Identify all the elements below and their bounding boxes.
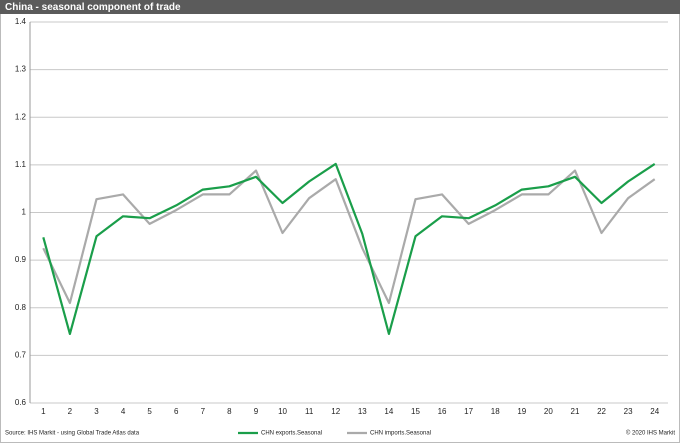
x-tick-label: 12	[331, 407, 340, 416]
series-line	[42, 162, 656, 335]
title-bar	[0, 0, 680, 14]
x-tick-label: 3	[94, 407, 99, 416]
y-tick-label: 1.2	[15, 112, 27, 121]
y-tick-label: 0.8	[15, 303, 27, 312]
x-tick-label: 5	[147, 407, 152, 416]
y-tick-label: 0.7	[15, 350, 27, 359]
y-tick-label: 1	[22, 208, 27, 217]
x-tick-label: 1	[41, 407, 46, 416]
y-tick-label: 1.1	[15, 160, 27, 169]
y-tick-label: 1.3	[15, 65, 27, 74]
chart-title: China - seasonal component of trade	[5, 2, 181, 13]
x-tick-label: 2	[68, 407, 73, 416]
y-tick-label: 0.9	[15, 255, 27, 264]
y-tick-label: 1.4	[15, 17, 27, 26]
x-tick-label: 16	[438, 407, 447, 416]
x-tick-label: 19	[517, 407, 526, 416]
x-tick-label: 7	[201, 407, 206, 416]
x-tick-label: 21	[571, 407, 580, 416]
x-tick-label: 20	[544, 407, 553, 416]
x-tick-label: 6	[174, 407, 179, 416]
x-tick-label: 10	[278, 407, 287, 416]
legend-label: CHN exports.Seasonal	[261, 431, 322, 437]
x-tick-label: 9	[254, 407, 259, 416]
x-tick-label: 4	[121, 407, 126, 416]
x-tick-label: 18	[491, 407, 500, 416]
copyright: © 2020 IHS Markit	[626, 430, 675, 437]
x-tick-label: 23	[624, 407, 633, 416]
x-tick-label: 11	[305, 407, 314, 416]
x-tick-label: 24	[650, 407, 659, 416]
legend-label: CHN imports.Seasonal	[370, 431, 431, 437]
y-tick-label: 0.6	[15, 398, 27, 407]
source-note: Source: IHS Markit - using Global Trade …	[5, 431, 140, 437]
x-tick-label: 22	[597, 407, 606, 416]
x-tick-label: 13	[358, 407, 367, 416]
x-tick-label: 15	[411, 407, 420, 416]
x-tick-label: 14	[384, 407, 393, 416]
x-tick-label: 8	[227, 407, 232, 416]
x-tick-label: 17	[464, 407, 473, 416]
